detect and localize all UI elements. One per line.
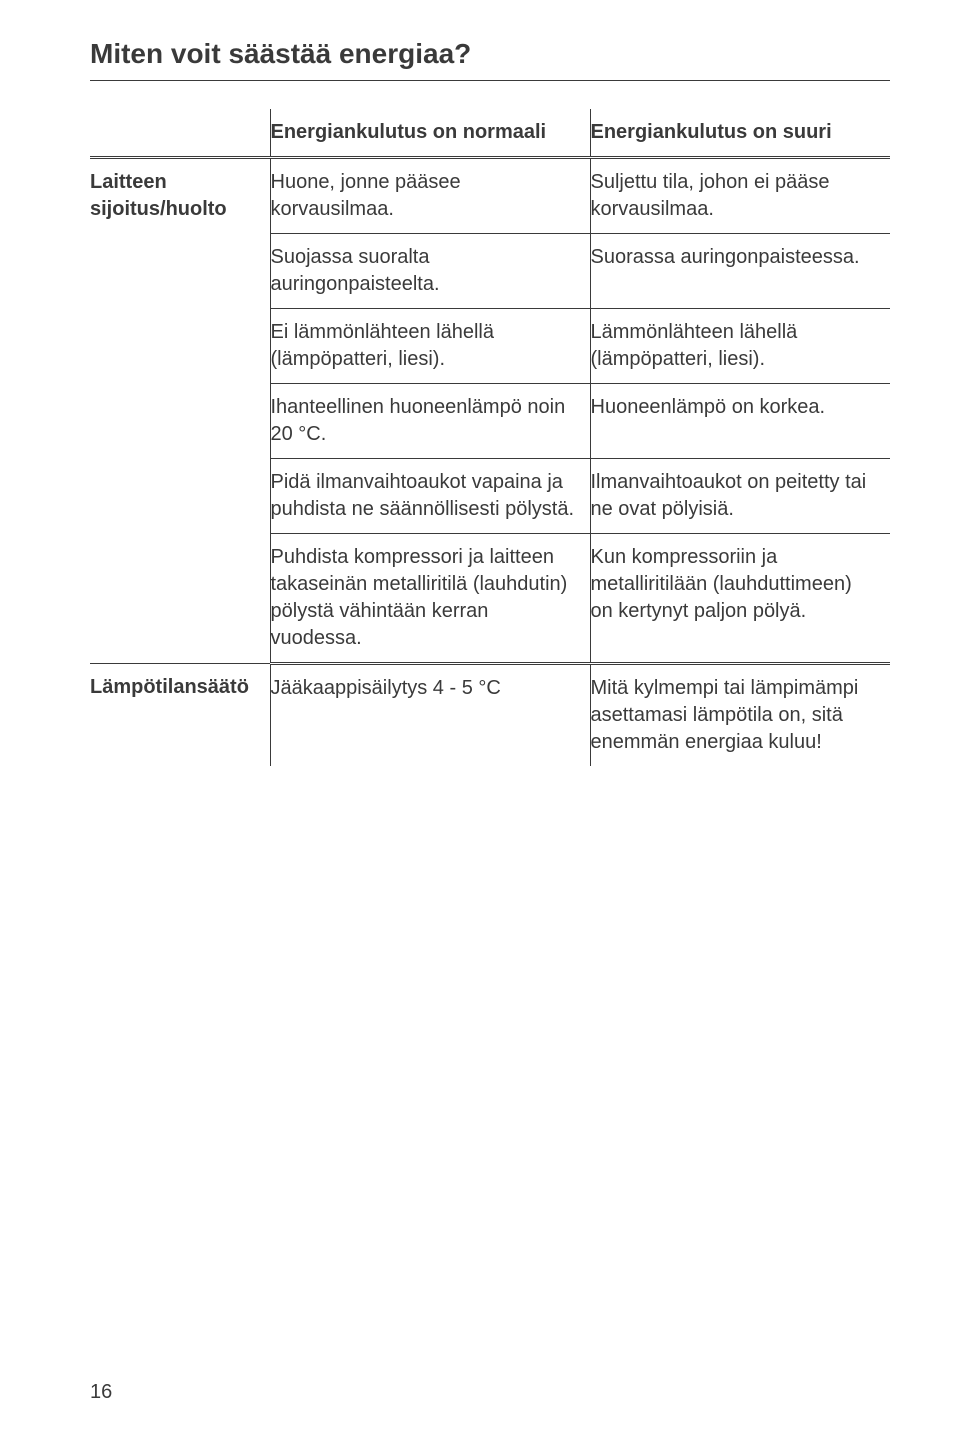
section-label: Lämpötilansäätö bbox=[90, 664, 270, 767]
cell-high: Suljettu tila, johon ei pääse korvausilm… bbox=[590, 158, 890, 234]
section-label: Laitteen sijoitus/huolto bbox=[90, 158, 270, 664]
cell-high: Mitä kylmempi tai lämpimämpi asettamasi … bbox=[590, 664, 890, 767]
cell-high: Ilmanvaihtoaukot on peitetty tai ne ovat… bbox=[590, 459, 890, 534]
cell-high: Huoneenlämpö on korkea. bbox=[590, 384, 890, 459]
header-high: Energiankulutus on suuri bbox=[590, 109, 890, 158]
page-title: Miten voit säästää energiaa? bbox=[90, 38, 890, 81]
cell-normal: Ihanteellinen huoneenlämpö noin 20 °C. bbox=[270, 384, 590, 459]
table-header-row: Energiankulutus on normaali Energiankulu… bbox=[90, 109, 890, 158]
header-rowlabel bbox=[90, 109, 270, 158]
table-row: Laitteen sijoitus/huolto Huone, jonne pä… bbox=[90, 158, 890, 234]
cell-normal: Huone, jonne pääsee korvausilmaa. bbox=[270, 158, 590, 234]
cell-high: Suorassa auringonpaisteessa. bbox=[590, 234, 890, 309]
cell-high: Kun kompressoriin ja metalliritilään (la… bbox=[590, 534, 890, 664]
page-number: 16 bbox=[90, 1381, 112, 1404]
document-page: Miten voit säästää energiaa? Energiankul… bbox=[0, 0, 960, 1442]
cell-normal: Pidä ilmanvaihtoaukot vapaina ja puhdist… bbox=[270, 459, 590, 534]
energy-table: Energiankulutus on normaali Energiankulu… bbox=[90, 109, 890, 766]
cell-normal: Jääkaappisäilytys 4 - 5 °C bbox=[270, 664, 590, 767]
table-row: Lämpötilansäätö Jääkaappisäilytys 4 - 5 … bbox=[90, 664, 890, 767]
cell-high: Lämmönlähteen lähellä (lämpöpatteri, lie… bbox=[590, 309, 890, 384]
cell-normal: Suojassa suoralta auringonpaisteelta. bbox=[270, 234, 590, 309]
cell-normal: Puhdista kompressori ja laitteen takasei… bbox=[270, 534, 590, 664]
cell-normal: Ei lämmönlähteen lähellä (lämpöpatteri, … bbox=[270, 309, 590, 384]
header-normal: Energiankulutus on normaali bbox=[270, 109, 590, 158]
